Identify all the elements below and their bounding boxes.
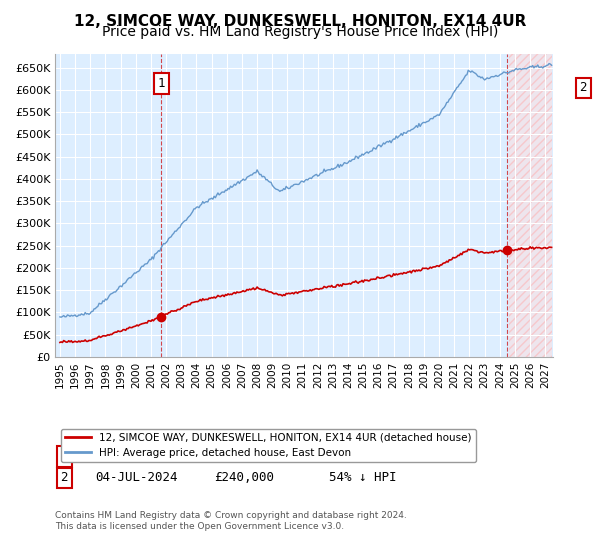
Text: 12, SIMCOE WAY, DUNKESWELL, HONITON, EX14 4UR: 12, SIMCOE WAY, DUNKESWELL, HONITON, EX1…	[74, 14, 526, 29]
Text: £240,000: £240,000	[215, 472, 275, 484]
Text: 49% ↓ HPI: 49% ↓ HPI	[329, 450, 397, 463]
Text: 1: 1	[158, 77, 165, 90]
Text: 04-JUL-2024: 04-JUL-2024	[95, 472, 178, 484]
Legend: 12, SIMCOE WAY, DUNKESWELL, HONITON, EX14 4UR (detached house), HPI: Average pri: 12, SIMCOE WAY, DUNKESWELL, HONITON, EX1…	[61, 428, 476, 462]
Text: 07-SEP-2001: 07-SEP-2001	[95, 450, 178, 463]
Text: 54% ↓ HPI: 54% ↓ HPI	[329, 472, 397, 484]
Text: Price paid vs. HM Land Registry's House Price Index (HPI): Price paid vs. HM Land Registry's House …	[102, 25, 498, 39]
Text: 1: 1	[61, 450, 68, 463]
Text: Contains HM Land Registry data © Crown copyright and database right 2024.
This d: Contains HM Land Registry data © Crown c…	[55, 511, 407, 530]
Text: 2: 2	[61, 472, 68, 484]
Text: 2: 2	[580, 81, 587, 94]
Text: £89,950: £89,950	[215, 450, 267, 463]
